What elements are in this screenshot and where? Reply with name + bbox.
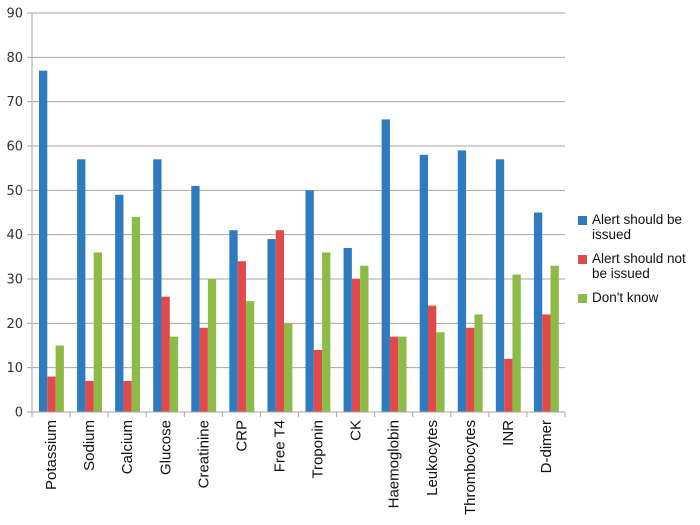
bar <box>474 314 483 412</box>
legend-item-alert-issued: Alert should be issued <box>578 212 698 242</box>
legend-item-dont-know: Don't know <box>578 290 698 305</box>
bar <box>457 150 467 412</box>
x-tick-label: INR <box>500 420 517 446</box>
bar <box>191 185 200 412</box>
y-tick-label: 40 <box>6 228 23 243</box>
x-tick-label: Sodium <box>81 420 98 471</box>
x-axis: Potassium Sodium Calcium Glucose Creatinine C… <box>31 411 566 515</box>
bar <box>93 252 102 412</box>
bar <box>428 305 437 412</box>
x-tick-label: CK <box>348 420 365 441</box>
bar <box>466 327 475 412</box>
x-tick-label: Creatinine <box>195 420 212 488</box>
y-axis: 0 10 20 30 40 50 60 70 80 90 <box>6 7 33 421</box>
bar <box>495 159 505 412</box>
bar <box>419 154 429 412</box>
y-tick-label: 90 <box>6 7 23 22</box>
x-tick-label: Leukocytes <box>424 420 441 496</box>
bar <box>284 323 293 412</box>
bar <box>153 159 162 412</box>
bar <box>55 345 64 412</box>
bar <box>512 274 521 412</box>
bar <box>436 332 445 412</box>
y-tick-label: 20 <box>6 317 23 332</box>
bar <box>504 358 513 412</box>
legend-swatch-blue <box>578 216 587 225</box>
legend-label: Alert should be issued <box>592 212 683 242</box>
y-tick-label: 30 <box>6 273 23 288</box>
bar <box>542 314 551 412</box>
bar <box>207 279 217 412</box>
bar <box>275 230 285 412</box>
bar <box>305 190 314 412</box>
legend-swatch-red <box>578 255 587 264</box>
bar <box>381 119 390 413</box>
bar <box>398 336 407 412</box>
bar <box>389 336 399 412</box>
x-tick-label: Calcium <box>119 420 136 474</box>
bar <box>39 70 48 412</box>
bar <box>161 296 170 412</box>
bar <box>77 159 86 412</box>
bar <box>343 247 352 412</box>
bar <box>322 252 331 412</box>
y-tick-label: 80 <box>6 51 23 66</box>
bars <box>39 70 559 413</box>
x-tick-label: CRP <box>233 420 250 452</box>
x-tick-label: Troponin <box>310 420 327 479</box>
x-tick-label: D-dimer <box>538 420 555 473</box>
legend-label: Alert should not be issued <box>592 251 686 281</box>
bar <box>267 239 276 412</box>
bar <box>229 230 238 412</box>
x-tick-label: Thrombocytes <box>462 420 479 515</box>
bar <box>550 265 559 412</box>
bar <box>237 261 246 412</box>
bar <box>85 380 94 412</box>
legend-label: Don't know <box>592 290 659 305</box>
bar <box>245 301 255 412</box>
bar <box>533 212 543 412</box>
legend: Alert should be issued Alert should not … <box>578 212 698 314</box>
y-tick-label: 50 <box>6 184 23 199</box>
bar <box>199 327 208 412</box>
x-tick-label: Glucose <box>157 420 174 475</box>
y-tick-label: 10 <box>6 361 23 376</box>
x-tick-label: Free T4 <box>271 420 288 472</box>
y-tick-label: 0 <box>15 406 23 421</box>
bar <box>131 216 141 412</box>
gridlines <box>32 12 565 369</box>
bar <box>313 349 323 412</box>
bar <box>123 380 132 412</box>
bar <box>351 279 361 412</box>
y-tick-label: 60 <box>6 140 23 155</box>
x-tick-label: Haemoglobin <box>386 420 403 508</box>
legend-item-alert-not-issued: Alert should not be issued <box>578 251 698 281</box>
bar <box>169 336 179 412</box>
bar <box>360 265 369 412</box>
bar <box>115 194 124 412</box>
legend-swatch-green <box>578 294 587 303</box>
bar <box>47 376 56 412</box>
x-tick-label: Potassium <box>43 420 60 490</box>
y-tick-label: 70 <box>6 95 23 110</box>
